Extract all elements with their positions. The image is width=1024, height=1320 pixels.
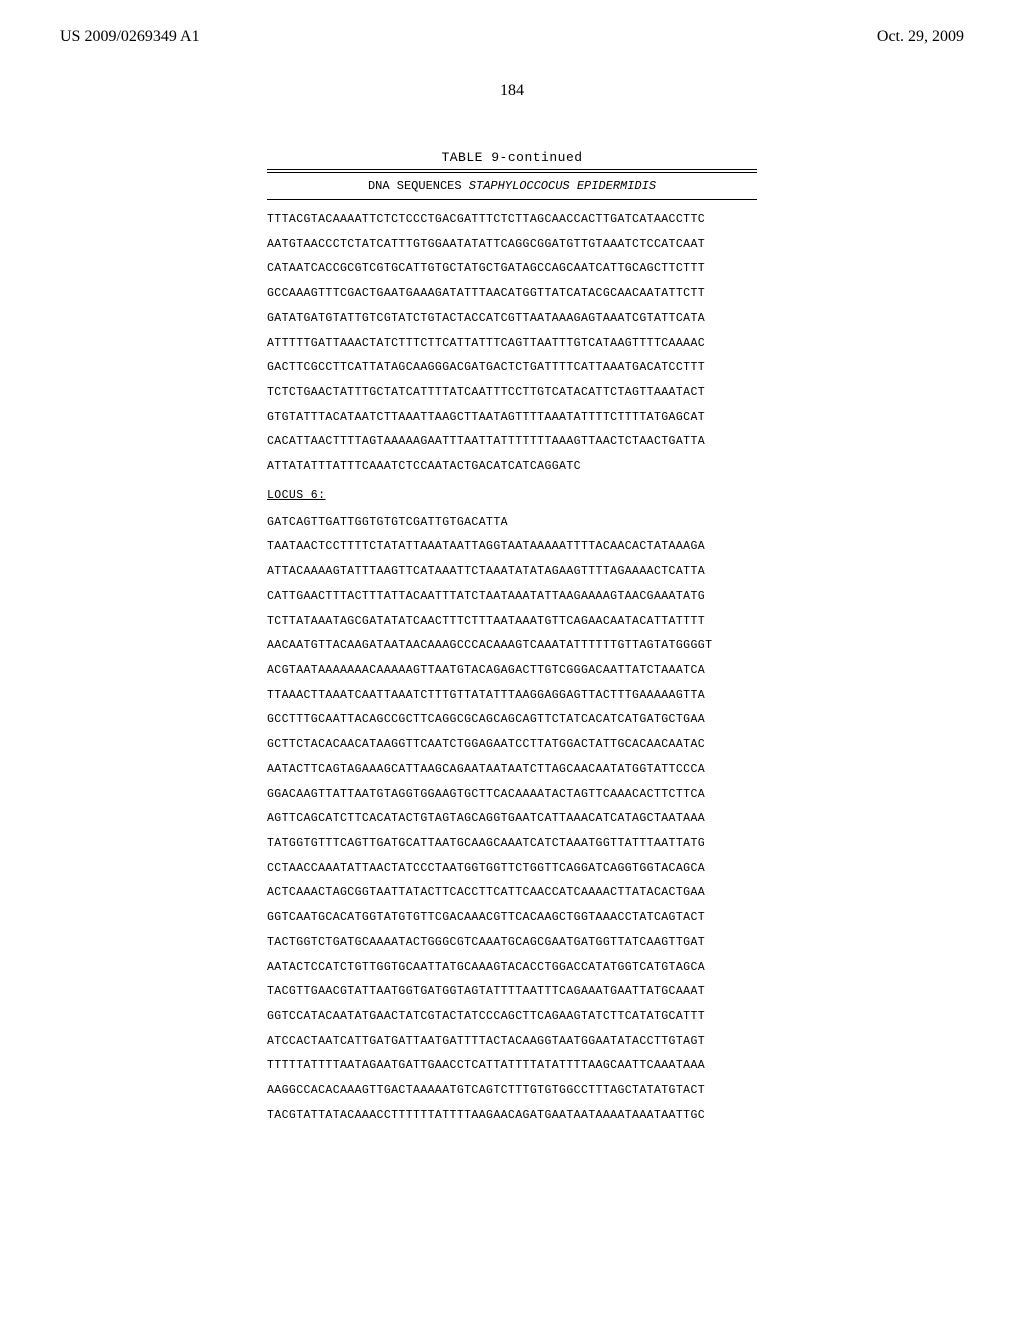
sequence-line: CACATTAACTTTTAGTAAAAAGAATTTAATTATTTTTTTA… [267,430,757,455]
sequence-line: ATCCACTAATCATTGATGATTAATGATTTTACTACAAGGT… [267,1030,757,1055]
sequence-table: TABLE 9-continued DNA SEQUENCES STAPHYLO… [267,150,757,1129]
publication-number: US 2009/0269349 A1 [60,28,200,46]
sequence-line: AAGGCCACACAAAGTTGACTAAAAATGTCAGTCTTTGTGT… [267,1079,757,1104]
subtitle-prefix: DNA SEQUENCES [368,179,469,193]
sequence-line: TACGTTGAACGTATTAATGGTGATGGTAGTATTTTAATTT… [267,980,757,1005]
sequence-line: AATACTCCATCTGTTGGTGCAATTATGCAAAGTACACCTG… [267,956,757,981]
sequence-line: ACTCAAACTAGCGGTAATTATACTTCACCTTCATTCAACC… [267,881,757,906]
sequence-line: GGTCCATACAATATGAACTATCGTACTATCCCAGCTTCAG… [267,1005,757,1030]
sequence-line: GTGTATTTACATAATCTTAAATTAAGCTTAATAGTTTTAA… [267,406,757,431]
subtitle-organism: STAPHYLOCCOCUS EPIDERMIDIS [469,179,656,193]
sequence-line: GGTCAATGCACATGGTATGTGTTCGACAAACGTTCACAAG… [267,906,757,931]
sequence-line: TTAAACTTAAATCAATTAAATCTTTGTTATATTTAAGGAG… [267,684,757,709]
table-rule-top [267,169,757,170]
sequence-block: TTTACGTACAAAATTCTCTCCCTGACGATTTCTCTTAGCA… [267,200,757,1129]
sequence-line: AATGTAACCCTCTATCATTTGTGGAATATATTCAGGCGGA… [267,233,757,258]
sequence-line: TCTCTGAACTATTTGCTATCATTTTATCAATTTCCTTGTC… [267,381,757,406]
sequence-line: ATTACAAAAGTATTTAAGTTCATAAATTCTAAATATATAG… [267,560,757,585]
sequence-line: GCCTTTGCAATTACAGCCGCTTCAGGCGCAGCAGCAGTTC… [267,708,757,733]
sequence-line: ATTTTTGATTAAACTATCTTTCTTCATTATTTCAGTTAAT… [267,332,757,357]
sequence-line: AGTTCAGCATCTTCACATACTGTAGTAGCAGGTGAATCAT… [267,807,757,832]
sequence-line: TATGGTGTTTCAGTTGATGCATTAATGCAAGCAAATCATC… [267,832,757,857]
sequence-line: GACTTCGCCTTCATTATAGCAAGGGACGATGACTCTGATT… [267,356,757,381]
sequence-line: CATTGAACTTTACTTTATTACAATTTATCTAATAAATATT… [267,585,757,610]
sequence-line: AATACTTCAGTAGAAAGCATTAAGCAGAATAATAATCTTA… [267,758,757,783]
table-title: TABLE 9-continued [267,150,757,169]
sequence-line: GATATGATGTATTGTCGTATCTGTACTACCATCGTTAATA… [267,307,757,332]
page-number: 184 [0,82,1024,100]
sequence-line: CATAATCACCGCGTCGTGCATTGTGCTATGCTGATAGCCA… [267,257,757,282]
sequence-line: TCTTATAAATAGCGATATATCAACTTTCTTTAATAAATGT… [267,610,757,635]
sequence-line: CCTAACCAAATATTAACTATCCCTAATGGTGGTTCTGGTT… [267,857,757,882]
sequence-line: AACAATGTTACAAGATAATAACAAAGCCCACAAAGTCAAA… [267,634,757,659]
sequence-line: TAATAACTCCTTTTCTATATTAAATAATTAGGTAATAAAA… [267,535,757,560]
table-subtitle: DNA SEQUENCES STAPHYLOCCOCUS EPIDERMIDIS [267,173,757,199]
sequence-line: TTTTTATTTTAATAGAATGATTGAACCTCATTATTTTATA… [267,1054,757,1079]
sequence-line: TACTGGTCTGATGCAAAATACTGGGCGTCAAATGCAGCGA… [267,931,757,956]
locus-label: LOCUS 6: [267,484,757,509]
sequence-line: GGACAAGTTATTAATGTAGGTGGAAGTGCTTCACAAAATA… [267,783,757,808]
sequence-line: GCCAAAGTTTCGACTGAATGAAAGATATTTAACATGGTTA… [267,282,757,307]
sequence-line: TACGTATTATACAAACCTTTTTTATTTTAAGAACAGATGA… [267,1104,757,1129]
sequence-line: TTTACGTACAAAATTCTCTCCCTGACGATTTCTCTTAGCA… [267,208,757,233]
sequence-line: ATTATATTTATTTCAAATCTCCAATACTGACATCATCAGG… [267,455,757,480]
sequence-line: GATCAGTTGATTGGTGTGTCGATTGTGACATTA [267,511,757,536]
publication-date: Oct. 29, 2009 [877,28,964,46]
sequence-line: ACGTAATAAAAAAACAAAAAGTTAATGTACAGAGACTTGT… [267,659,757,684]
sequence-line: GCTTCTACACAACATAAGGTTCAATCTGGAGAATCCTTAT… [267,733,757,758]
